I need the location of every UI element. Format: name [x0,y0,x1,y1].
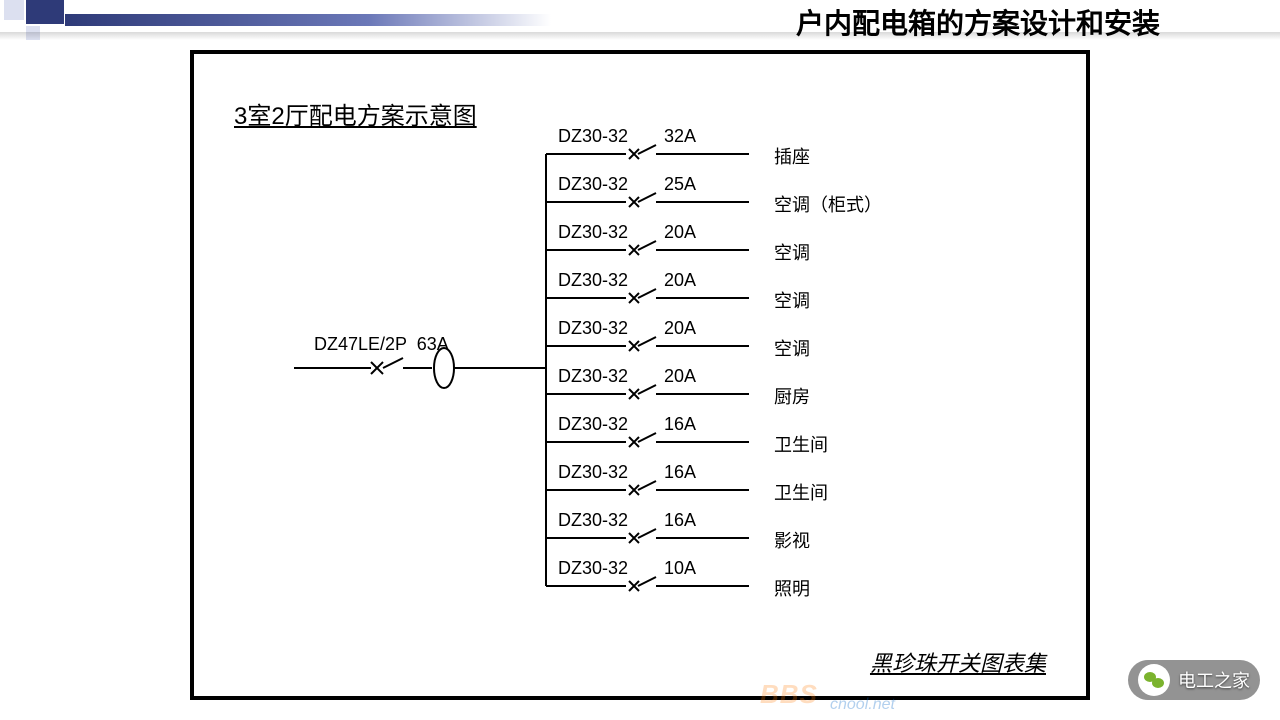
branch-model: DZ30-32 [558,414,628,435]
header-bar: 户内配电箱的方案设计和安装 [0,0,1280,40]
branch-label: 空调（柜式） [774,191,882,217]
branch-label: 照明 [774,575,810,601]
wechat-label: 电工之家 [1178,667,1250,693]
branch-model: DZ30-32 [558,174,628,195]
branch-rating: 20A [664,318,696,339]
branch-rating: 32A [664,126,696,147]
branch-model: DZ30-32 [558,318,628,339]
header-shadow [0,32,1280,40]
branch-rating: 25A [664,174,696,195]
branch-rating: 16A [664,414,696,435]
branch-label: 卫生间 [774,431,828,457]
branch-label: 影视 [774,527,810,553]
branch-label: 厨房 [774,383,810,409]
branch-label: 空调 [774,335,810,361]
branch-model: DZ30-32 [558,222,628,243]
branch-label: 插座 [774,143,810,169]
wechat-icon [1138,664,1170,696]
branch-rating: 16A [664,510,696,531]
branch-model: DZ30-32 [558,270,628,291]
wechat-badge: 电工之家 [1128,660,1260,700]
branch-model: DZ30-32 [558,366,628,387]
branch-model: DZ30-32 [558,510,628,531]
branch-label: 空调 [774,239,810,265]
wiring-svg [194,54,1086,696]
branch-rating: 16A [664,462,696,483]
diagram-frame: 3室2厅配电方案示意图 DZ47LE/2P 63A DZ30-3232A插座DZ… [190,50,1090,700]
branch-model: DZ30-32 [558,558,628,579]
branch-rating: 10A [664,558,696,579]
branch-rating: 20A [664,366,696,387]
branch-model: DZ30-32 [558,126,628,147]
diagram-signature: 黑珍珠开关图表集 [870,646,1046,678]
branch-label: 空调 [774,287,810,313]
branch-model: DZ30-32 [558,462,628,483]
branch-label: 卫生间 [774,479,828,505]
branch-rating: 20A [664,270,696,291]
branch-rating: 20A [664,222,696,243]
